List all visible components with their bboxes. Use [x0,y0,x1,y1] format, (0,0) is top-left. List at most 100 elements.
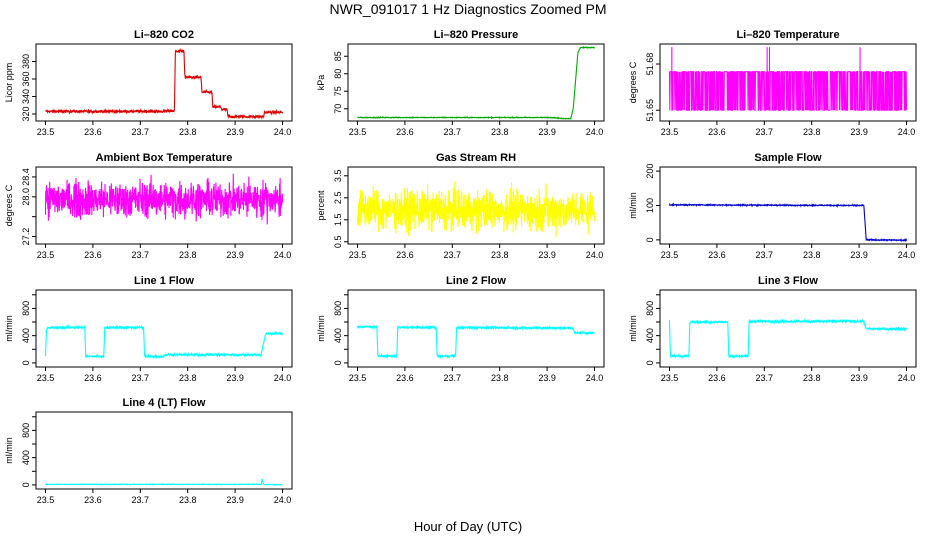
x-tick-label: 23.5 [661,127,679,137]
x-tick-label: 23.6 [84,495,102,505]
x-tick-label: 23.9 [226,127,244,137]
x-tick-label: 23.8 [803,127,821,137]
plot-frame [35,411,293,490]
x-tick-label: 23.6 [396,250,414,260]
x-tick-label: 23.7 [444,373,462,383]
x-tick-label: 24.0 [898,373,916,383]
y-tick-label: 1.5 [333,214,343,227]
x-tick-label: 24.0 [586,127,604,137]
panel-title: Sample Flow [754,152,822,164]
y-axis-label: ml/min [316,315,326,342]
panels: Li–820 CO2 23.5 23.6 23.7 23.8 23.9 24.0 320 340… [4,29,917,505]
x-tick-label: 23.7 [132,127,150,137]
y-axis-label: percent [316,190,326,221]
x-tick-label: 23.7 [132,495,150,505]
panel-line1: Line 1 Flow 23.5 23.6 23.7 23.8 23.9 24.0 0 400 8… [4,275,293,383]
x-tick-label: 23.6 [84,373,102,383]
x-tick-label: 23.5 [37,373,55,383]
panel-pressure: Li–820 Pressure 23.5 23.6 23.7 23.8 23.9 24.0 7… [316,29,605,137]
plot-frame [35,166,293,245]
x-tick-label: 23.9 [538,373,556,383]
panel-co2: Li–820 CO2 23.5 23.6 23.7 23.8 23.9 24.0 320 340… [4,29,293,137]
y-tick-label: 800 [21,301,31,316]
y-tick-label: 28.4 [21,168,31,186]
y-axis-label: degrees C [4,184,14,226]
panel-line3: Line 3 Flow 23.5 23.6 23.7 23.8 23.9 24.0 0 400 8… [628,275,917,383]
x-tick-label: 24.0 [586,373,604,383]
x-tick-label: 23.7 [132,250,150,260]
figure-title: NWR_091017 1 Hz Diagnostics Zoomed PM [329,1,606,17]
x-tick-label: 23.5 [661,250,679,260]
panel-title: Gas Stream RH [436,152,516,164]
plot-frame [659,289,917,368]
panel-title: Li–820 CO2 [134,29,194,41]
x-tick-label: 23.7 [756,373,774,383]
plot-frame [347,43,605,122]
x-tick-label: 23.6 [84,250,102,260]
y-tick-label: 51.65 [645,99,655,122]
x-tick-label: 23.9 [226,495,244,505]
x-tick-label: 23.6 [708,373,726,383]
panel-title: Line 4 (LT) Flow [123,397,206,409]
y-axis-label: kPa [316,75,326,91]
plot-frame [35,43,293,122]
y-tick-label: 0 [21,360,31,365]
x-tick-label: 23.9 [538,127,556,137]
y-tick-label: 27.2 [21,228,31,246]
series-line [668,318,908,359]
x-tick-label: 24.0 [898,250,916,260]
x-tick-label: 23.8 [179,495,197,505]
x-tick-label: 23.6 [708,250,726,260]
y-tick-label: 400 [21,328,31,343]
x-tick-label: 23.8 [803,250,821,260]
x-tick-label: 24.0 [274,373,292,383]
series-line [44,173,284,225]
x-tick-label: 23.9 [850,373,868,383]
x-tick-label: 23.7 [756,127,774,137]
y-tick-label: 0.5 [333,236,343,249]
x-tick-label: 23.8 [491,127,509,137]
x-tick-label: 23.7 [444,250,462,260]
y-axis-label: ml/min [628,192,638,219]
x-tick-label: 23.9 [850,250,868,260]
panel-title: Li–820 Pressure [434,29,518,41]
panel-rh: Gas Stream RH 23.5 23.6 23.7 23.8 23.9 24.0 0.5… [316,152,605,260]
x-tick-label: 23.8 [803,373,821,383]
series-line [357,46,596,120]
y-tick-label: 400 [333,328,343,343]
x-tick-label: 23.6 [708,127,726,137]
plot-frame [347,166,605,245]
y-axis-label: ml/min [4,437,14,464]
x-tick-label: 24.0 [274,127,292,137]
panel-licor_temp: Li–820 Temperature 23.5 23.6 23.7 23.8 23.9 24… [628,29,917,137]
y-axis-label: degrees C [628,61,638,103]
y-tick-label: 320 [21,106,31,121]
x-tick-label: 23.7 [132,373,150,383]
panel-title: Li–820 Temperature [736,29,839,41]
y-tick-label: 400 [21,450,31,465]
x-tick-label: 23.6 [396,373,414,383]
y-tick-label: 28.0 [21,188,31,206]
series-line [44,324,283,360]
panel-line4: Line 4 (LT) Flow 23.5 23.6 23.7 23.8 23.9 24.0… [4,397,293,505]
y-tick-label: 0 [333,360,343,365]
x-tick-label: 23.8 [491,250,509,260]
x-tick-label: 24.0 [898,127,916,137]
x-tick-label: 23.8 [179,373,197,383]
y-tick-label: 0 [645,237,655,242]
series-line [45,478,283,486]
y-tick-label: 0 [645,360,655,365]
y-tick-label: 75 [333,86,343,96]
plot-frame [347,289,605,368]
x-tick-label: 23.5 [37,250,55,260]
x-tick-label: 23.5 [661,373,679,383]
panel-title: Line 2 Flow [446,275,506,287]
x-tick-label: 23.8 [491,373,509,383]
series-line [668,202,908,243]
y-tick-label: 100 [645,198,655,213]
panel-title: Ambient Box Temperature [96,152,233,164]
y-tick-label: 800 [21,423,31,438]
series-line [45,47,284,120]
y-tick-label: 800 [333,301,343,316]
y-tick-label: 200 [645,164,655,179]
